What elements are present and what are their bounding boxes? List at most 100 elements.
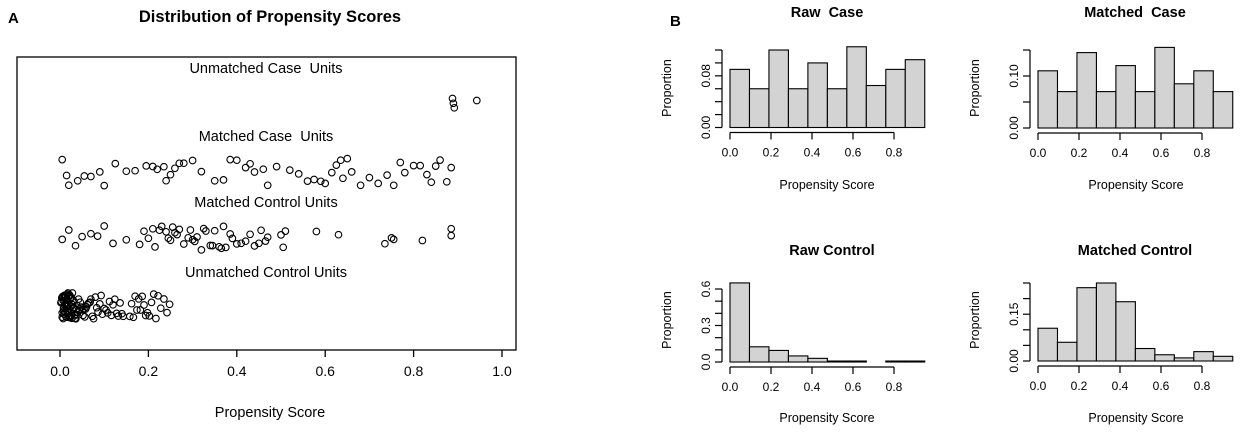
histogram-bar [768, 349, 789, 363]
x-tick-label: 0.2 [1071, 146, 1088, 160]
scatter-point [381, 239, 389, 248]
scatter-point [175, 159, 184, 168]
scatter-point [76, 298, 85, 307]
scatter-point [186, 226, 195, 234]
scatter-point [86, 298, 94, 307]
y-tick-label: 0.00 [1007, 349, 1021, 373]
scatter-point [153, 165, 162, 174]
scatter-point [294, 170, 303, 178]
scatter-point [125, 312, 134, 321]
scatter-point [179, 159, 188, 168]
scatter-point [140, 301, 148, 309]
x-tick-label: 0.6 [845, 380, 862, 394]
scatter-point [202, 227, 210, 235]
histogram-bar [1056, 91, 1078, 129]
scatter-point [58, 155, 67, 164]
panel-a-x-tick-label: 0.4 [227, 363, 247, 379]
generated-chart-geometry: 0.0 0.2 0.4 0.6 0.8 1.0 0.00 0.08 0.0 0.2 0.4 0.6 0.… [16, 46, 1234, 394]
x-tick-label: 0.8 [886, 380, 903, 394]
panel-a-title: Distribution of Propensity Scores [139, 8, 401, 26]
histogram-bar [748, 88, 770, 129]
scatter-point [416, 161, 425, 170]
scatter-point [193, 233, 201, 241]
scatter-point [148, 224, 157, 233]
histogram-bar [768, 49, 789, 129]
scatter-point [472, 96, 481, 105]
scatter-point [144, 234, 153, 243]
scatter-point [219, 176, 228, 184]
x-tick-label: 0.4 [804, 380, 821, 394]
histogram-bar [1037, 70, 1059, 129]
scatter-point [343, 154, 352, 163]
x-tick-label: 0.6 [1153, 379, 1170, 393]
y-tick-label: 0.6 [699, 280, 713, 297]
scatter-point [226, 155, 235, 164]
panel-a-x-tick-label: 0.8 [404, 363, 424, 379]
panel-a-plot-box [16, 56, 517, 351]
scatter-point [285, 166, 294, 174]
scatter-point [135, 240, 144, 249]
yaxis-title-raw-case: Proportion [660, 59, 674, 117]
scatter-point [423, 170, 431, 179]
panel-a-x-tick-label: 1.0 [492, 363, 512, 379]
panel-a-x-tick-label: 0.2 [139, 363, 159, 379]
scatter-point [73, 176, 82, 185]
histogram-bar [904, 360, 926, 363]
xaxis-title-matched-control: Propensity Score [1088, 411, 1183, 425]
histogram-bar [1037, 327, 1059, 362]
y-tick-label: 0.0 [699, 353, 713, 370]
scatter-point [450, 103, 459, 112]
x-tick-label: 0.2 [1071, 379, 1088, 393]
y-tick-label: 0.00 [1007, 116, 1021, 140]
scatter-point [228, 234, 237, 243]
scatter-point [339, 174, 347, 183]
histogram-bar [846, 46, 867, 129]
scatter-point [156, 304, 165, 313]
histogram-bar [1115, 65, 1136, 129]
scatter-point [64, 181, 73, 190]
histogram-bar [1212, 355, 1234, 362]
histogram-bar [1154, 46, 1175, 129]
scatter-point [255, 239, 263, 248]
histogram-bar [885, 360, 906, 363]
scatter-point [129, 313, 138, 322]
xaxis-title-raw-control: Propensity Score [779, 411, 874, 425]
scatter-point [87, 172, 95, 181]
scatter-point [327, 168, 336, 177]
scatter-point [261, 237, 270, 245]
scatter-point [122, 167, 131, 176]
scatter-point [87, 295, 95, 303]
x-tick-label: 0.8 [1194, 379, 1211, 393]
scatter-point [142, 162, 151, 170]
scatter-point [91, 293, 100, 301]
scatter-point [241, 163, 250, 172]
scatter-point [226, 230, 235, 238]
scatter-point [418, 236, 427, 245]
scatter-point [310, 175, 318, 184]
histogram-bar [826, 88, 848, 129]
histogram-bar [1193, 70, 1214, 129]
yaxis-title-raw-control: Proportion [660, 291, 674, 349]
histogram-bar [787, 88, 809, 129]
histogram-bar [904, 59, 926, 129]
scatter-point [332, 161, 341, 169]
histogram-bar [1193, 351, 1214, 362]
scatter-point [356, 181, 365, 190]
scatter-point [73, 310, 82, 319]
scatter-point [80, 172, 89, 180]
scatter-point [237, 239, 246, 248]
scatter-point [157, 222, 166, 231]
histogram-bar [1173, 357, 1195, 362]
scatter-point [94, 308, 102, 316]
scatter-point [184, 233, 193, 242]
y-tick-label: 0.3 [699, 317, 713, 334]
yaxis-title-matched-control: Proportion [968, 291, 982, 349]
scatter-point [145, 312, 154, 320]
x-tick-label: 0.4 [804, 146, 821, 160]
scatter-point [210, 226, 219, 235]
scatter-point [442, 177, 451, 186]
scatter-point [136, 306, 145, 314]
scatter-point [387, 234, 396, 242]
scatter-point [58, 235, 67, 244]
